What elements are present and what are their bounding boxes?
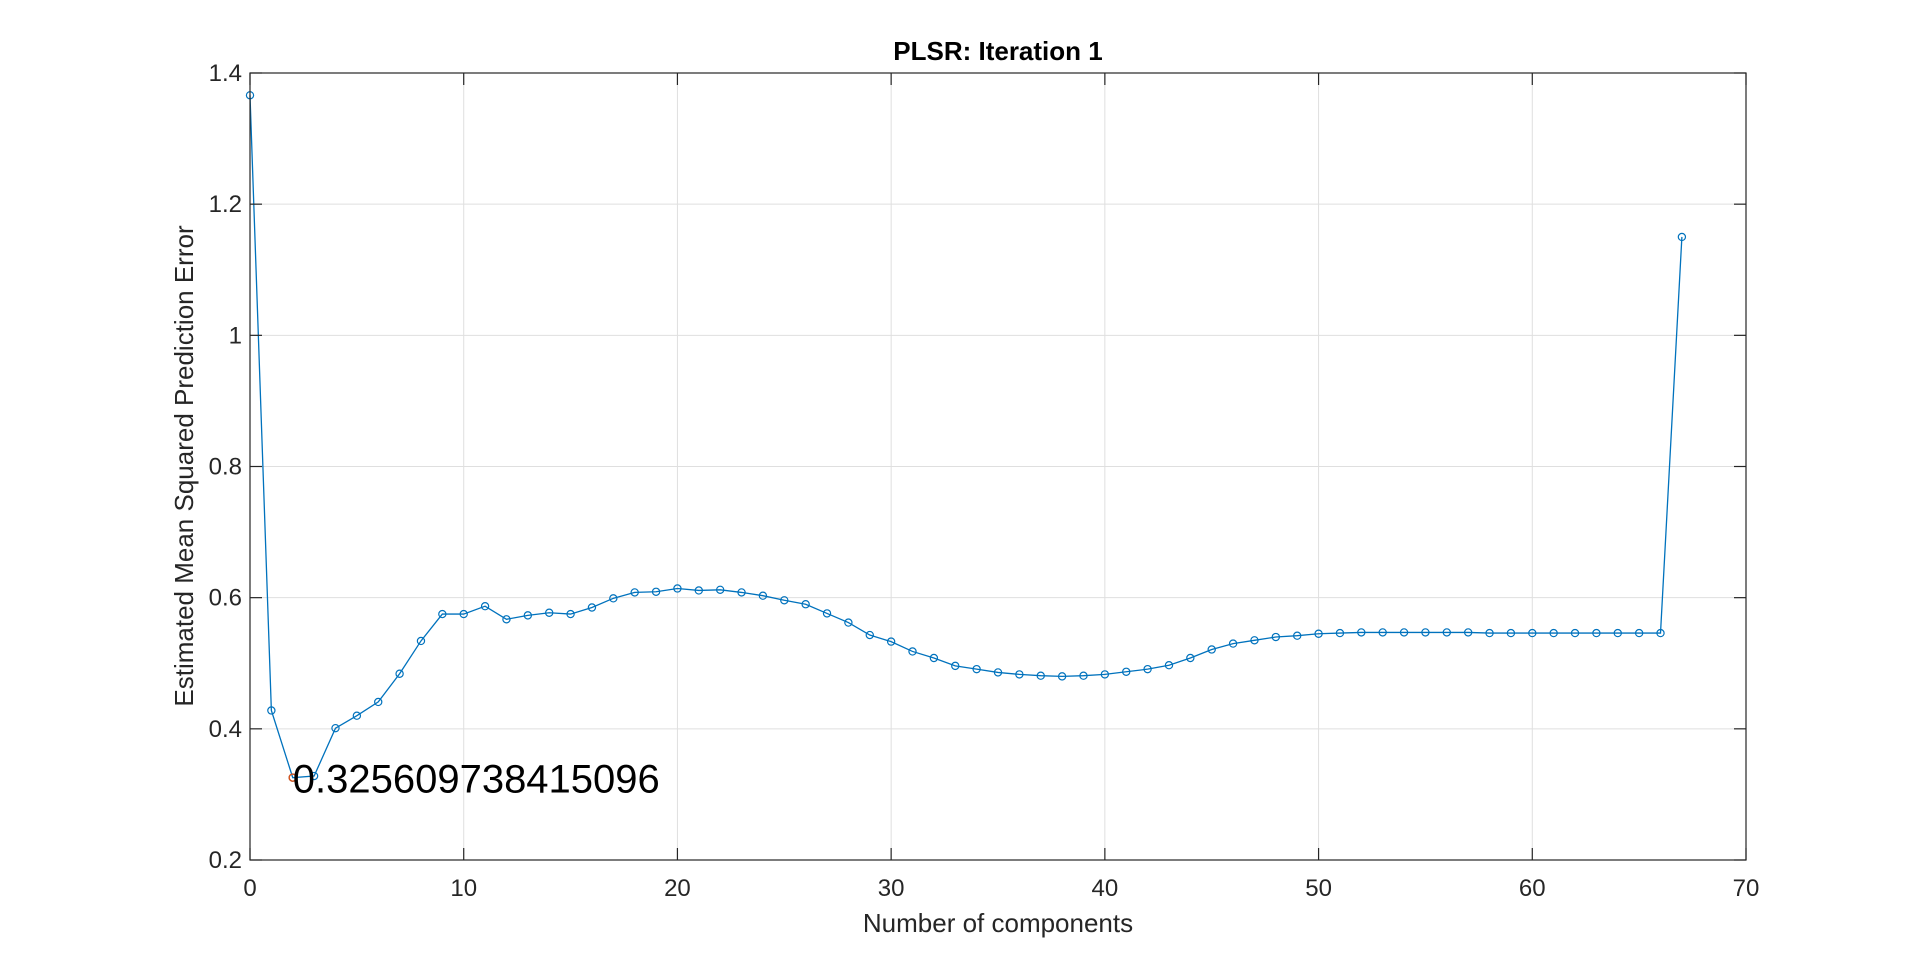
data-point <box>1677 232 1687 242</box>
data-point <box>651 587 661 596</box>
data-point <box>1549 628 1558 638</box>
min-point-marker <box>288 773 298 782</box>
data-point <box>673 584 682 593</box>
data-point <box>1057 672 1067 681</box>
data-point <box>758 591 768 600</box>
data-point <box>715 585 725 594</box>
data-point <box>416 636 426 646</box>
data-point <box>1485 628 1494 638</box>
data-point <box>993 668 1003 677</box>
data-point <box>1207 645 1216 654</box>
data-point <box>1292 631 1302 640</box>
y-tick-label: 0.4 <box>209 716 242 743</box>
min-highlight: 0.325609738415096 <box>288 758 660 802</box>
data-point <box>1314 629 1323 638</box>
data-point <box>1164 661 1174 670</box>
x-tick-label: 40 <box>1092 875 1119 902</box>
y-tick-label: 1.4 <box>209 60 242 87</box>
data-point <box>502 615 511 624</box>
data-point <box>1143 664 1152 674</box>
data-point <box>309 771 319 781</box>
data-point <box>1015 670 1024 679</box>
x-tick-label: 30 <box>878 875 905 902</box>
y-tick-label: 1.2 <box>209 191 242 218</box>
axis-ticks <box>249 72 1747 861</box>
data-point <box>1100 670 1110 679</box>
data-point <box>1079 671 1088 680</box>
data-point <box>972 664 981 674</box>
data-point <box>908 647 917 656</box>
data-point <box>1399 628 1409 637</box>
data-point <box>1506 628 1516 638</box>
x-tick-label: 60 <box>1519 875 1546 902</box>
y-axis-title: Estimated Mean Squared Prediction Error <box>169 225 199 707</box>
x-tick-label: 70 <box>1733 875 1760 902</box>
data-point <box>374 697 383 707</box>
data-point <box>1634 628 1644 638</box>
x-tick-label: 0 <box>243 875 256 902</box>
data-point <box>1421 628 1430 637</box>
data-point <box>737 588 746 597</box>
data-point <box>267 706 276 715</box>
data-point <box>1656 628 1665 638</box>
data-point <box>1122 667 1131 676</box>
data-point <box>1528 628 1537 638</box>
data-point <box>1613 628 1622 638</box>
y-tick-label: 0.8 <box>209 454 242 481</box>
data-point <box>523 611 533 620</box>
data-point <box>801 600 810 609</box>
data-point <box>1228 639 1238 648</box>
tick-labels: 0 10 20 30 40 50 60 70 0.2 0.4 0.6 0.8 1 1.2 1.4 <box>209 60 1760 902</box>
data-point <box>609 594 618 603</box>
chart-title: PLSR: Iteration 1 <box>893 36 1102 66</box>
data-point <box>352 711 362 720</box>
data-point <box>1592 628 1601 638</box>
data-point <box>1036 671 1045 680</box>
data-point <box>1357 628 1366 637</box>
data-point <box>1378 628 1387 637</box>
data-point <box>929 653 939 663</box>
data-point <box>822 609 832 618</box>
min-value-label: 0.325609738415096 <box>293 758 660 802</box>
data-point <box>1250 636 1259 645</box>
data-point <box>1570 628 1580 638</box>
data-point <box>587 603 597 612</box>
data-point <box>844 618 853 627</box>
data-point <box>630 588 639 597</box>
x-tick-label: 20 <box>664 875 691 902</box>
data-point <box>1442 628 1452 637</box>
y-tick-label: 0.6 <box>209 585 242 612</box>
data-point <box>1271 632 1281 642</box>
data-point <box>865 630 874 640</box>
y-tick-label: 1 <box>229 322 242 349</box>
data-point <box>331 723 340 733</box>
x-tick-label: 50 <box>1305 875 1332 902</box>
data-point <box>1186 653 1195 663</box>
data-point <box>459 609 468 619</box>
data-point <box>694 586 704 595</box>
data-point <box>566 609 575 619</box>
data-point <box>1463 628 1473 637</box>
x-axis-title: Number of components <box>863 908 1133 938</box>
data-point <box>438 609 447 619</box>
data-point <box>395 669 404 678</box>
data-point <box>886 637 896 646</box>
y-tick-label: 0.2 <box>209 847 242 874</box>
data-point <box>1335 628 1345 638</box>
data-point <box>951 661 960 671</box>
data-point <box>480 601 490 611</box>
x-tick-label: 10 <box>450 875 477 902</box>
data-point <box>545 608 554 617</box>
data-point <box>780 596 789 605</box>
